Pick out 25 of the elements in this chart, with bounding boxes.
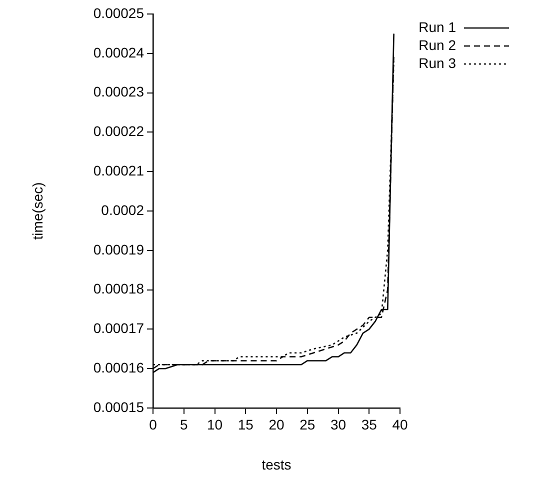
y-tick-label: 0.00019 [93, 241, 144, 258]
x-tick-label: 35 [361, 416, 378, 432]
y-tick-label: 0.00018 [93, 280, 144, 297]
x-tick-label: 25 [300, 416, 316, 432]
y-tick-label: 0.00025 [93, 4, 144, 21]
x-tick-label: 20 [268, 416, 284, 432]
legend-label: Run 2 [418, 36, 456, 53]
x-tick-label: 10 [206, 416, 223, 432]
x-tick-label: 15 [238, 416, 254, 432]
x-tick-label: 5 [180, 416, 188, 432]
y-axis-title: time(sec) [29, 182, 46, 240]
y-tick-label: 0.00021 [93, 162, 144, 178]
y-tick-label: 0.00016 [93, 359, 144, 376]
y-tick-label: 0.00022 [93, 123, 144, 140]
x-tick-label: 30 [330, 416, 346, 432]
legend-label: Run 1 [418, 18, 456, 35]
x-tick-label: 40 [392, 416, 408, 432]
y-tick-label: 0.00015 [93, 398, 144, 415]
legend-label: Run 3 [418, 54, 456, 71]
y-tick-label: 0.00023 [93, 84, 144, 100]
x-axis-title: tests [262, 456, 292, 472]
y-tick-label: 0.00024 [93, 44, 144, 60]
x-tick-label: 0 [149, 416, 158, 432]
y-tick-label: 0.0002 [101, 202, 144, 218]
y-tick-label: 0.00017 [93, 320, 144, 336]
